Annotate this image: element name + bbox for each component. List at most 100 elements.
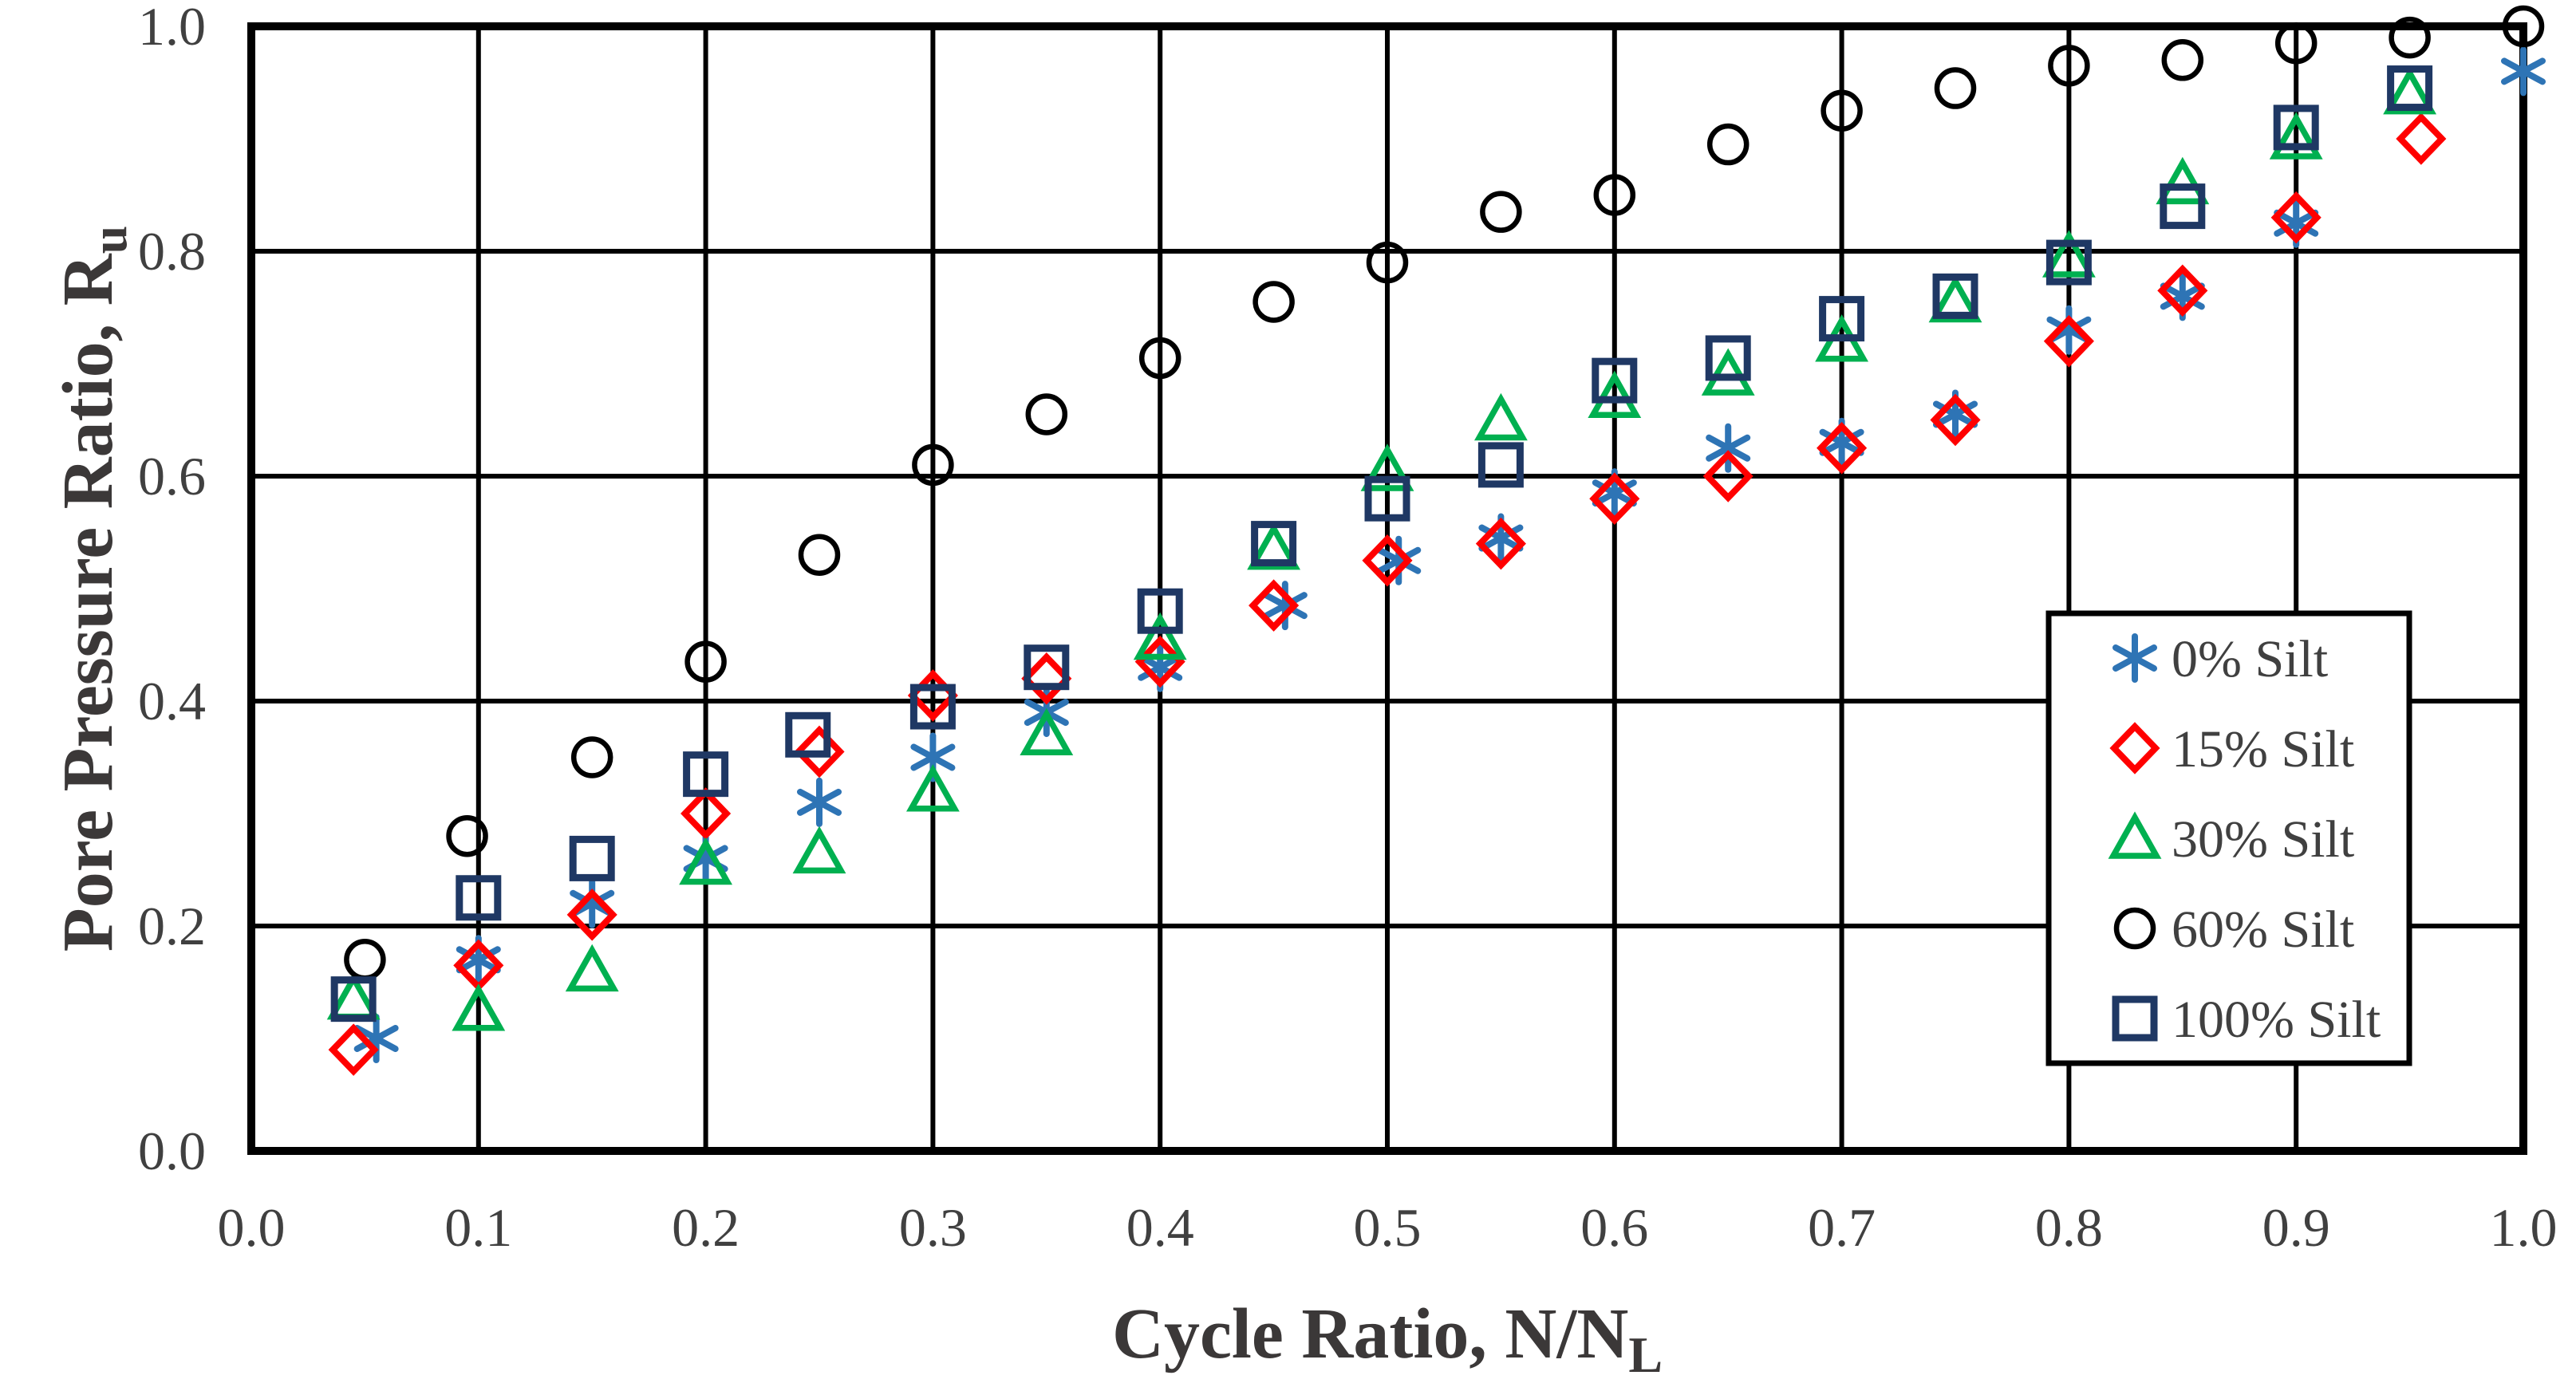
legend-item-0-silt: 0% Silt bbox=[2112, 630, 2328, 688]
marker-circle bbox=[2502, 5, 2545, 48]
marker-circle bbox=[1480, 191, 1522, 233]
marker-diamond bbox=[1589, 472, 1640, 525]
marker-triangle bbox=[1247, 522, 1301, 570]
legend-marker-triangle bbox=[2108, 811, 2162, 859]
marker-diamond bbox=[2157, 264, 2208, 317]
marker-circle bbox=[570, 736, 613, 778]
marker-circle bbox=[1934, 67, 1977, 109]
x-tick-label: 0.6 bbox=[1580, 1197, 1648, 1258]
marker-triangle bbox=[1928, 274, 1982, 323]
marker-circle bbox=[1593, 174, 1636, 216]
y-tick-label: 0.8 bbox=[138, 221, 206, 282]
marker-triangle bbox=[1360, 443, 1414, 491]
marker-circle bbox=[1252, 281, 1295, 323]
marker-square bbox=[1251, 521, 1297, 567]
marker-diamond bbox=[1817, 421, 1868, 475]
x-tick-label: 1.0 bbox=[2490, 1197, 2558, 1258]
marker-triangle bbox=[2269, 112, 2323, 160]
x-tick-label: 0.5 bbox=[1354, 1197, 1422, 1258]
marker-diamond bbox=[1249, 579, 1300, 632]
marker-diamond bbox=[328, 1023, 379, 1076]
series-30-silt bbox=[326, 66, 2437, 1031]
marker-square bbox=[2273, 104, 2319, 151]
marker-square bbox=[2387, 65, 2433, 112]
asterisk-spoke bbox=[1376, 546, 1422, 574]
marker-triangle bbox=[565, 944, 619, 992]
marker-asterisk bbox=[797, 777, 842, 827]
y-axis-title: Pore Pressure Ratio, Ru bbox=[49, 226, 137, 952]
legend-item-30-silt: 30% Silt bbox=[2108, 810, 2354, 869]
x-axis-title: Cycle Ratio, N/NL bbox=[1112, 1294, 1663, 1383]
plot-frame bbox=[247, 22, 2527, 1155]
x-tick-label: 0.7 bbox=[1808, 1197, 1876, 1258]
marker-triangle bbox=[2041, 230, 2096, 278]
legend-label-30-silt: 30% Silt bbox=[2172, 810, 2354, 869]
marker-diamond bbox=[1362, 534, 1413, 587]
asterisk-spoke bbox=[353, 1025, 399, 1052]
marker-triangle bbox=[2156, 156, 2210, 205]
marker-square bbox=[1024, 644, 1070, 691]
series-60-silt bbox=[344, 5, 2545, 981]
marker-triangle bbox=[1473, 392, 1528, 441]
marker-circle bbox=[2274, 22, 2318, 65]
x-tick-label: 0.3 bbox=[899, 1197, 967, 1258]
marker-triangle bbox=[905, 764, 960, 812]
legend-marker-circle bbox=[2113, 907, 2156, 950]
data-points-layer bbox=[326, 5, 2546, 1076]
legend-item-15-silt: 15% Silt bbox=[2109, 720, 2354, 778]
marker-square bbox=[1364, 475, 1410, 522]
marker-asterisk bbox=[1376, 535, 1422, 585]
marker-circle bbox=[2048, 45, 2090, 87]
legend: 0% Silt 15% Silt 30% Silt 60% Silt 100% Silt bbox=[2045, 610, 2412, 1066]
legend-marker-square bbox=[2112, 995, 2158, 1042]
y-axis-tick-labels: 0.0 0.2 0.4 0.6 0.8 1.0 bbox=[138, 0, 206, 1181]
marker-square bbox=[330, 976, 377, 1023]
marker-square bbox=[785, 711, 831, 758]
marker-square bbox=[1137, 588, 1183, 634]
marker-circle bbox=[2389, 16, 2431, 59]
marker-asterisk bbox=[1262, 581, 1308, 631]
legend-label-100-silt: 100% Silt bbox=[2172, 991, 2381, 1049]
marker-square bbox=[2160, 183, 2206, 230]
marker-diamond bbox=[2043, 315, 2094, 368]
marker-triangle bbox=[1588, 370, 1642, 419]
legend-item-100-silt: 100% Silt bbox=[2112, 991, 2381, 1049]
marker-circle bbox=[1706, 123, 1750, 166]
marker-asterisk bbox=[2501, 46, 2546, 97]
asterisk-spoke bbox=[2112, 644, 2157, 672]
marker-square bbox=[1477, 442, 1524, 488]
legend-label-0-silt: 0% Silt bbox=[2172, 630, 2328, 688]
marker-square bbox=[909, 684, 956, 730]
marker-circle bbox=[2161, 39, 2204, 81]
marker-square bbox=[569, 835, 615, 881]
y-tick-label: 0.0 bbox=[138, 1121, 206, 1181]
marker-square bbox=[456, 875, 502, 921]
asterisk-spoke bbox=[2501, 57, 2546, 85]
marker-square bbox=[2045, 239, 2092, 286]
marker-square bbox=[1705, 335, 1751, 381]
y-tick-label: 1.0 bbox=[138, 0, 206, 57]
marker-diamond bbox=[2396, 112, 2447, 165]
legend-box bbox=[2045, 610, 2412, 1066]
marker-triangle bbox=[326, 972, 381, 1020]
marker-circle bbox=[1138, 337, 1181, 380]
marker-square bbox=[683, 751, 729, 798]
marker-diamond bbox=[1702, 450, 1753, 502]
marker-triangle bbox=[452, 983, 506, 1031]
x-axis-tick-labels: 0.0 0.1 0.2 0.3 0.4 0.5 0.6 0.7 0.8 0.9 1.0 bbox=[218, 1197, 2558, 1258]
y-tick-label: 0.4 bbox=[138, 671, 206, 731]
series-0-silt bbox=[353, 46, 2546, 1063]
marker-diamond bbox=[566, 889, 617, 941]
marker-circle bbox=[344, 939, 386, 981]
x-tick-label: 0.0 bbox=[218, 1197, 286, 1258]
y-tick-label: 0.6 bbox=[138, 446, 206, 506]
marker-circle bbox=[1821, 89, 1863, 132]
x-tick-label: 0.8 bbox=[2035, 1197, 2103, 1258]
asterisk-spoke bbox=[797, 788, 842, 816]
marker-diamond bbox=[2270, 191, 2322, 244]
marker-diamond bbox=[794, 725, 845, 778]
asterisk-spoke bbox=[1706, 434, 1751, 462]
x-tick-label: 0.1 bbox=[444, 1197, 512, 1258]
legend-marker-asterisk bbox=[2112, 633, 2157, 683]
